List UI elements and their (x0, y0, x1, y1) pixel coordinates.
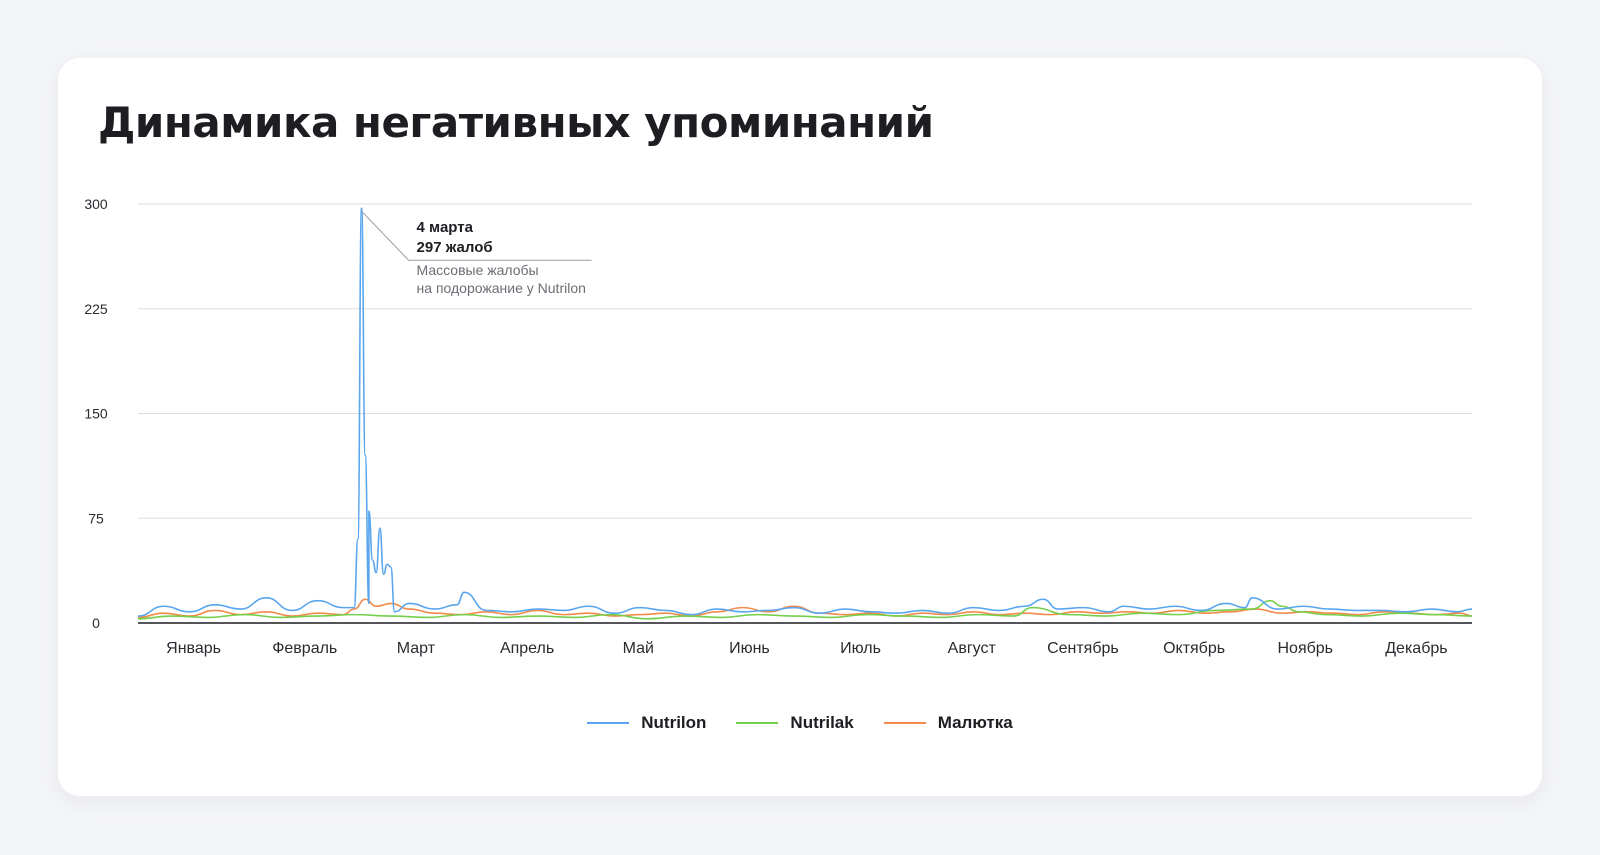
series-lines (137, 207, 1473, 620)
x-axis: Январь Февраль Март Апрель Май Июнь Июль Август… (166, 640, 1447, 657)
legend-label: Nutrilak (790, 713, 854, 732)
y-tick-label: 75 (88, 510, 104, 526)
x-month-label: Апрель (500, 640, 554, 657)
annotation-date: 4 марта (417, 219, 474, 236)
y-tick-label: 0 (92, 615, 100, 631)
x-month-label: Декабрь (1385, 640, 1447, 657)
x-month-label: Октябрь (1163, 640, 1225, 657)
series-line-nutrilon (137, 207, 1473, 617)
annotation-note-line2: на подорожание у Nutrilon (417, 280, 586, 296)
y-axis: 0 75 150 225 300 (84, 196, 108, 631)
legend-item-малютка: Малютка (883, 713, 1013, 733)
legend-item-nutrilak: Nutrilak (736, 713, 854, 733)
x-month-label: Июнь (729, 640, 770, 657)
annotation-leader-line (361, 210, 592, 261)
legend-swatch (883, 722, 926, 724)
legend-label: Nutrilon (641, 713, 707, 732)
x-month-label: Сентябрь (1047, 640, 1119, 657)
legend-label: Малютка (937, 713, 1013, 732)
grid-lines (138, 203, 1472, 519)
chart-card: Динамика негативных упоминаний 0 75 150 225… (58, 58, 1542, 796)
line-chart: 0 75 150 225 300 Январь Февраль Март Апрель Май И… (84, 196, 1473, 657)
chart-legend: Nutrilon Nutrilak Малютка (58, 713, 1542, 733)
legend-item-nutrilon: Nutrilon (587, 713, 706, 733)
y-tick-label: 225 (84, 301, 108, 317)
peak-annotation: 4 марта 297 жалоб Массовые жалобы на под… (361, 210, 592, 296)
annotation-count: 297 жалоб (417, 239, 493, 256)
series-line-nutrilak (137, 599, 1473, 620)
legend-swatch (587, 722, 630, 724)
x-month-label: Февраль (272, 640, 337, 657)
x-month-label: Июль (840, 640, 881, 657)
y-tick-label: 300 (84, 196, 108, 212)
x-month-label: Январь (166, 640, 221, 657)
chart-title: Динамика негативных упоминаний (98, 98, 934, 147)
x-month-label: Ноябрь (1277, 640, 1333, 657)
annotation-note-line1: Массовые жалобы (417, 262, 539, 278)
x-month-label: Август (948, 640, 997, 657)
legend-swatch (736, 722, 779, 724)
x-month-label: Март (397, 640, 436, 657)
x-month-label: Май (623, 640, 654, 657)
y-tick-label: 150 (84, 406, 108, 422)
